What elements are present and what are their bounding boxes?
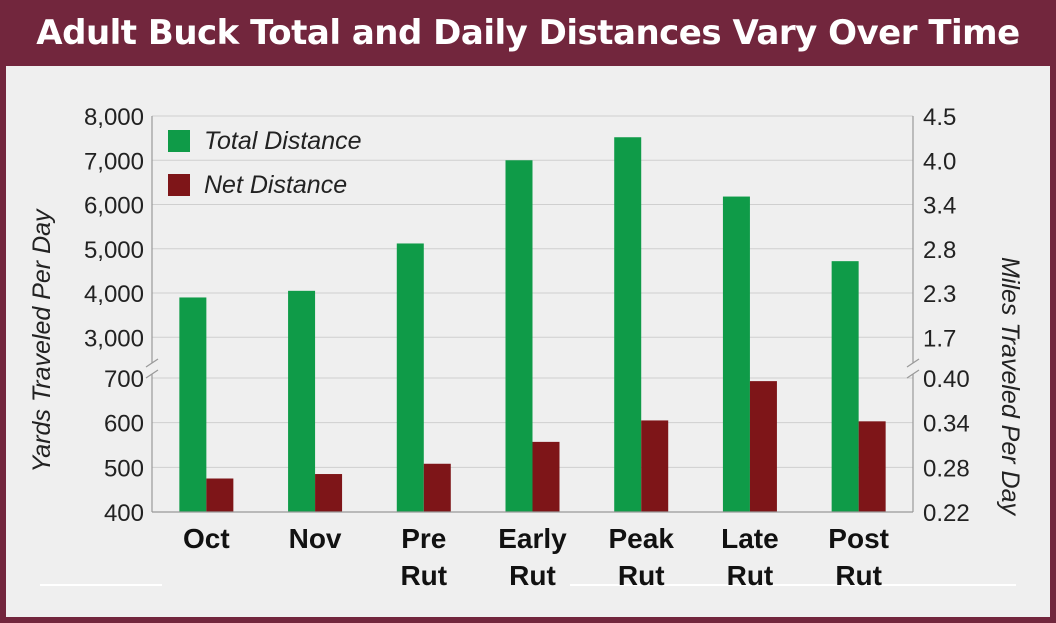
category-label: Pre bbox=[401, 523, 446, 554]
category-label: Oct bbox=[183, 523, 230, 554]
axis-break-mark bbox=[906, 358, 920, 368]
category-label: Peak bbox=[609, 523, 675, 554]
legend-label: Total Distance bbox=[204, 127, 362, 155]
bar-net-distance bbox=[749, 381, 777, 512]
left-tick-label: 7,000 bbox=[84, 148, 144, 175]
category-label: Rut bbox=[835, 560, 882, 591]
legend-label: Net Distance bbox=[204, 171, 347, 199]
left-tick-label: 6,000 bbox=[84, 193, 144, 220]
right-tick-label: 2.3 bbox=[923, 281, 956, 308]
category-label: Late bbox=[721, 523, 779, 554]
category-label: Rut bbox=[509, 560, 556, 591]
right-tick-label: 0.28 bbox=[923, 455, 970, 482]
category-label: Early bbox=[498, 523, 567, 554]
bar-net-distance bbox=[858, 421, 886, 512]
left-tick-label: 500 bbox=[104, 455, 144, 482]
bar-chart: 8,000 4.5 7,000 4.0 6,000 3.4 5,000 2.8 4,000 2.3… bbox=[28, 104, 1024, 591]
tick-labels: 8,000 4.5 7,000 4.0 6,000 3.4 5,000 2.8 4,000 2.3… bbox=[84, 104, 970, 527]
axes bbox=[40, 116, 1016, 586]
right-tick-label: 4.5 bbox=[923, 104, 956, 131]
bars bbox=[142, 137, 923, 512]
left-tick-label: 400 bbox=[104, 500, 144, 527]
bar-total-distance bbox=[396, 243, 424, 512]
right-tick-label: 0.40 bbox=[923, 366, 970, 393]
bar-total-distance bbox=[831, 261, 859, 512]
left-tick-label: 600 bbox=[104, 411, 144, 438]
category-label: Post bbox=[828, 523, 889, 554]
category-label: Rut bbox=[727, 560, 774, 591]
right-tick-label: 0.34 bbox=[923, 411, 970, 438]
y2-axis-label: Miles Traveled Per Day bbox=[996, 257, 1024, 516]
legend-swatch bbox=[168, 174, 190, 196]
bar-total-distance bbox=[614, 137, 642, 512]
bar-total-distance bbox=[505, 160, 533, 512]
chart-title: Adult Buck Total and Daily Distances Var… bbox=[36, 13, 1020, 53]
y-axis-label: Yards Traveled Per Day bbox=[28, 208, 56, 473]
axis-break-mark bbox=[906, 369, 920, 379]
axis-break-mark bbox=[145, 369, 159, 379]
left-tick-label: 5,000 bbox=[84, 237, 144, 264]
right-tick-label: 2.8 bbox=[923, 237, 956, 264]
right-tick-label: 0.22 bbox=[923, 500, 970, 527]
right-tick-label: 4.0 bbox=[923, 148, 956, 175]
category-label: Nov bbox=[289, 523, 342, 554]
bar-net-distance bbox=[532, 441, 560, 512]
bar-net-distance bbox=[423, 463, 451, 512]
left-tick-label: 4,000 bbox=[84, 281, 144, 308]
left-tick-label: 8,000 bbox=[84, 104, 144, 131]
header-bar: Adult Buck Total and Daily Distances Var… bbox=[0, 0, 1056, 66]
legend: Total Distance Net Distance bbox=[168, 127, 362, 199]
bar-total-distance bbox=[179, 297, 207, 512]
left-tick-label: 3,000 bbox=[84, 325, 144, 352]
bar-total-distance bbox=[288, 290, 316, 512]
legend-swatch bbox=[168, 130, 190, 152]
bar-net-distance bbox=[641, 420, 669, 512]
right-tick-label: 3.4 bbox=[923, 193, 956, 220]
bar-total-distance bbox=[722, 196, 750, 512]
axis-break-mark bbox=[145, 358, 159, 368]
left-tick-label: 700 bbox=[104, 366, 144, 393]
right-tick-label: 1.7 bbox=[923, 325, 956, 352]
bar-net-distance bbox=[206, 478, 234, 512]
bar-net-distance bbox=[315, 474, 343, 512]
chart-panel: 8,000 4.5 7,000 4.0 6,000 3.4 5,000 2.8 4,000 2.3… bbox=[6, 66, 1050, 617]
category-labels: Oct Nov Pre Rut Early Rut Peak Rut Late Rut Post Ru… bbox=[183, 523, 889, 591]
category-label: Rut bbox=[400, 560, 447, 591]
category-label: Rut bbox=[618, 560, 665, 591]
